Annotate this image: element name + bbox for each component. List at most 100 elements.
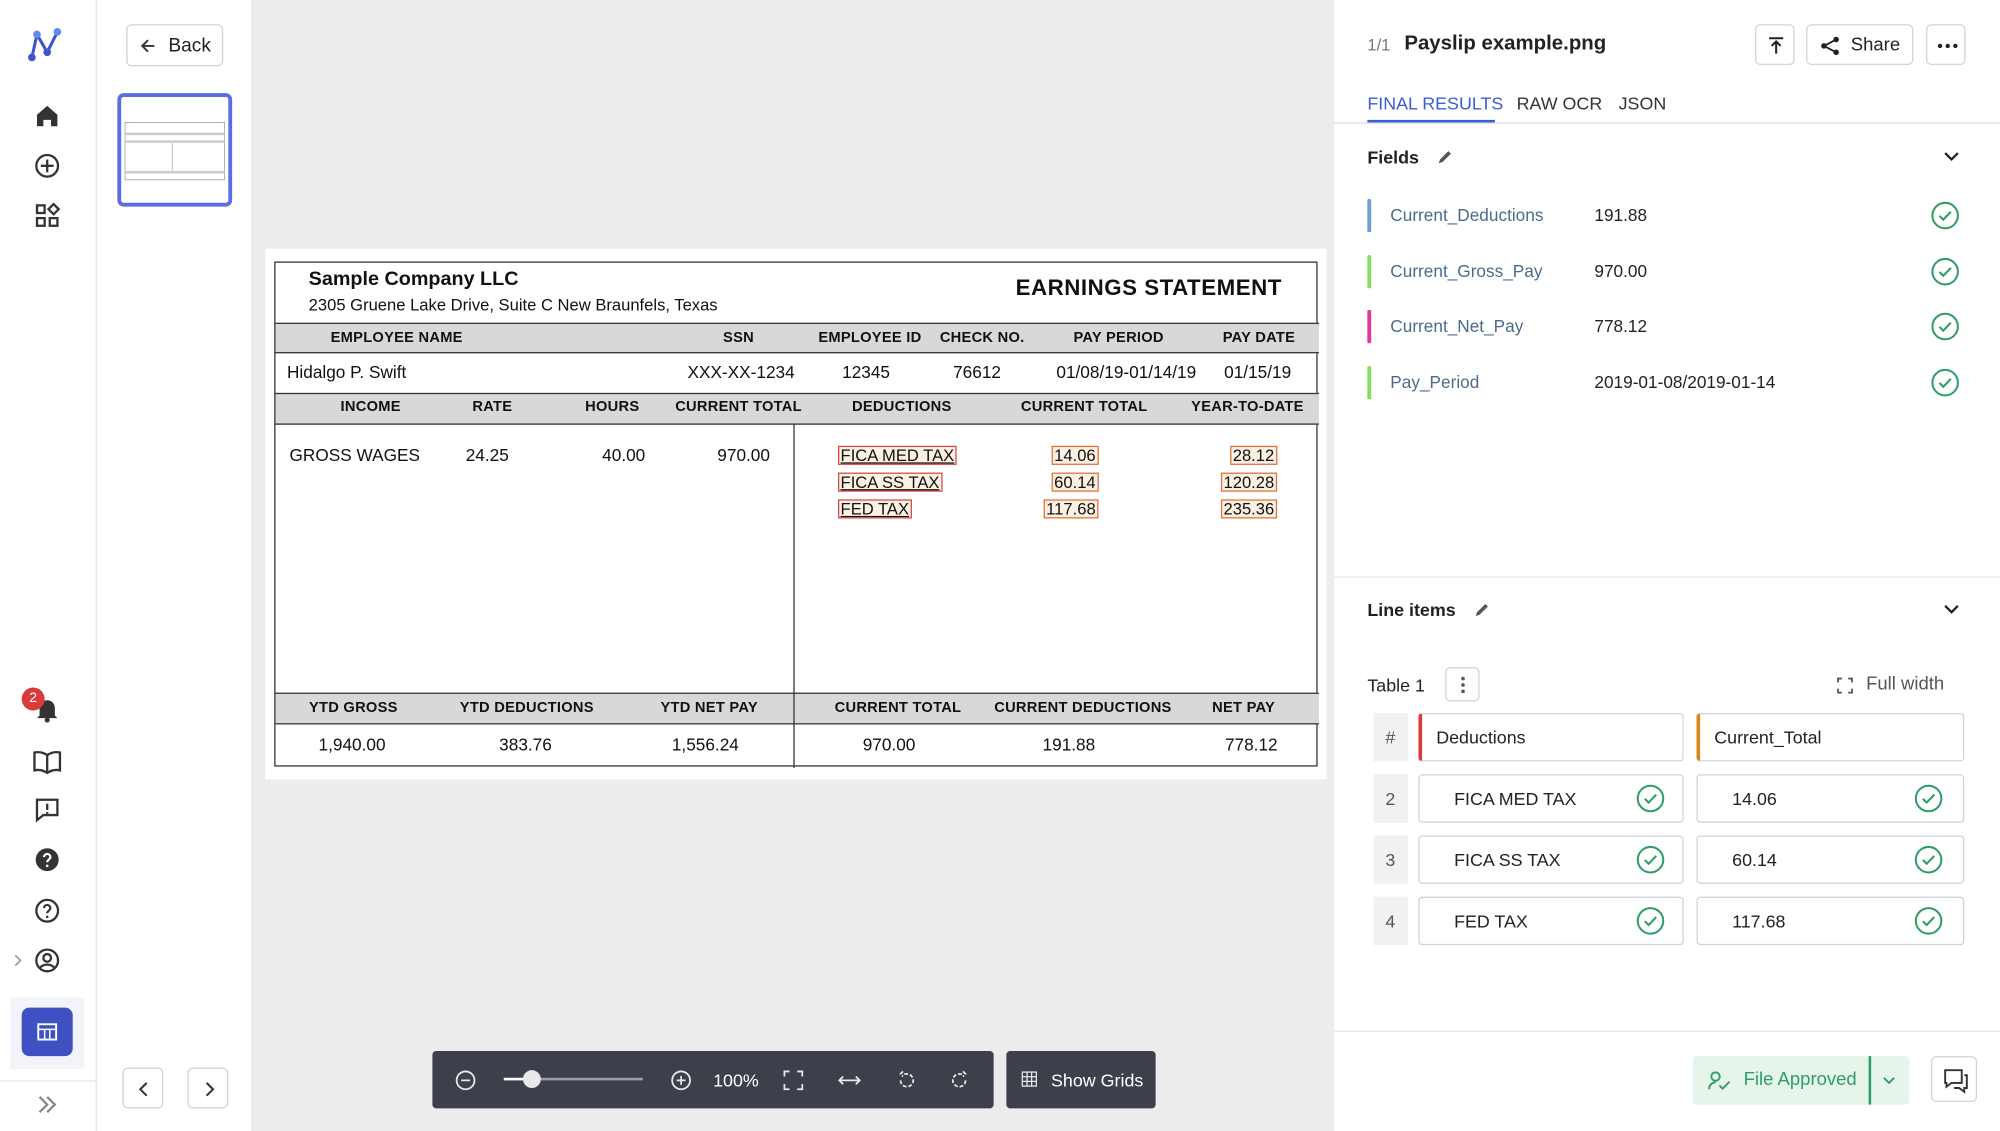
next-page-button[interactable] bbox=[187, 1067, 229, 1109]
collapse-chevron[interactable] bbox=[1944, 152, 1959, 162]
summary-value: 1,556.24 bbox=[671, 735, 739, 755]
fit-page-button[interactable] bbox=[783, 1070, 804, 1091]
rotate-right-button[interactable] bbox=[949, 1070, 969, 1090]
export-button[interactable] bbox=[1755, 24, 1795, 66]
back-label: Back bbox=[168, 35, 211, 57]
approve-dropdown[interactable] bbox=[1883, 1077, 1896, 1086]
home-icon[interactable] bbox=[34, 103, 60, 129]
check-icon-part bbox=[1914, 784, 1943, 813]
share-button[interactable]: Share bbox=[1806, 24, 1914, 66]
edit-icon-part bbox=[1475, 603, 1488, 617]
feedback-icon-part bbox=[35, 798, 59, 823]
column-header: YEAR-TO-DATE bbox=[1191, 399, 1304, 415]
kebab-icon-part bbox=[1461, 689, 1465, 694]
full-width-label[interactable]: Full width bbox=[1866, 674, 1945, 695]
line-item-cell[interactable]: 14.06 bbox=[1696, 774, 1965, 823]
kebab-icon bbox=[1461, 676, 1465, 694]
column-header: Current_Total bbox=[1714, 727, 1822, 748]
add-icon[interactable] bbox=[34, 153, 60, 179]
comments-icon-part bbox=[1944, 1069, 1963, 1089]
edit-icon[interactable] bbox=[1437, 149, 1452, 164]
check-icon bbox=[1636, 784, 1665, 813]
line-item-cell[interactable]: 117.68 bbox=[1696, 896, 1965, 946]
more-icon-part bbox=[1953, 43, 1958, 49]
check-icon-part bbox=[1644, 793, 1657, 805]
zoom-slider-track bbox=[503, 1077, 643, 1081]
zoom-in-button[interactable] bbox=[671, 1070, 691, 1091]
grid-icon-part bbox=[1021, 1071, 1037, 1087]
company-address: 2305 Gruene Lake Drive, Suite C New Brau… bbox=[308, 295, 718, 315]
support-icon-part bbox=[42, 852, 52, 863]
line-item-cell[interactable]: FICA MED TAX bbox=[1418, 774, 1684, 823]
fit-width-button[interactable] bbox=[838, 1070, 861, 1090]
deduction-current: 14.06 bbox=[1051, 445, 1099, 465]
check-icon bbox=[1914, 784, 1943, 813]
column-header: PAY DATE bbox=[1222, 330, 1296, 346]
zoom-out-button-part bbox=[455, 1070, 476, 1091]
more-icon-part bbox=[1945, 43, 1950, 49]
help-icon[interactable] bbox=[34, 898, 60, 924]
field-value: 778.12 bbox=[1594, 317, 1648, 337]
rotate-right-button-part bbox=[951, 1070, 967, 1088]
feedback-icon[interactable] bbox=[34, 797, 60, 823]
check-icon-part bbox=[1922, 793, 1936, 805]
row-index: 2 bbox=[1373, 774, 1409, 823]
back-button[interactable]: Back bbox=[126, 24, 224, 67]
thumbnail-preview bbox=[124, 122, 225, 181]
zoom-slider-knob[interactable] bbox=[522, 1070, 541, 1089]
notification-count: 2 bbox=[29, 690, 38, 706]
deduction-current: 60.14 bbox=[1051, 472, 1099, 492]
support-icon[interactable] bbox=[34, 847, 60, 873]
column-header: EMPLOYEE ID bbox=[818, 330, 922, 346]
line-item-cell[interactable]: FICA SS TAX bbox=[1418, 835, 1684, 884]
fields-title: Fields bbox=[1367, 146, 1419, 168]
logo-part bbox=[28, 53, 36, 62]
nav-divider bbox=[0, 1080, 97, 1082]
check-icon-part bbox=[1922, 855, 1936, 866]
full-width-icon[interactable] bbox=[1837, 677, 1854, 694]
employee-value: XXX-XX-1234 bbox=[687, 362, 795, 382]
support-icon-part bbox=[45, 864, 49, 868]
zoom-out-button[interactable] bbox=[455, 1070, 476, 1091]
index-header: # bbox=[1373, 713, 1409, 762]
show-grids-button[interactable]: Show Grids bbox=[1006, 1051, 1156, 1109]
apps-icon[interactable] bbox=[34, 202, 61, 229]
table-menu-button[interactable] bbox=[1445, 667, 1480, 702]
file-approved-button[interactable]: File Approved bbox=[1692, 1056, 1910, 1105]
column-header: PAY PERIOD bbox=[1073, 330, 1164, 346]
expand-chevron[interactable] bbox=[13, 954, 23, 967]
workspace-button[interactable] bbox=[10, 997, 85, 1069]
comments-button[interactable] bbox=[1931, 1056, 1978, 1103]
collapse-icon[interactable] bbox=[37, 1096, 57, 1114]
column-divider bbox=[793, 423, 796, 768]
docs-icon[interactable] bbox=[33, 749, 62, 775]
approve-dropdown-part bbox=[1883, 1077, 1895, 1085]
prev-page-button[interactable] bbox=[122, 1067, 164, 1109]
profile-icon[interactable] bbox=[34, 948, 60, 974]
document-page: Sample Company LLC 2305 Gruene Lake Drive… bbox=[265, 248, 1327, 780]
column-header: CHECK NO. bbox=[939, 330, 1025, 346]
line-item-value: 117.68 bbox=[1732, 910, 1786, 932]
line-item-cell[interactable]: 60.14 bbox=[1696, 835, 1965, 884]
rotate-left-button[interactable] bbox=[897, 1070, 917, 1090]
page-thumbnail[interactable] bbox=[117, 93, 233, 207]
check-icon bbox=[1931, 368, 1959, 397]
tab[interactable]: JSON bbox=[1618, 93, 1667, 114]
tab[interactable]: FINAL RESULTS bbox=[1367, 93, 1504, 114]
logo[interactable] bbox=[27, 27, 63, 63]
check-icon-part bbox=[1636, 784, 1665, 813]
edit-icon[interactable] bbox=[1474, 602, 1489, 617]
field-value: 970.00 bbox=[1594, 261, 1648, 281]
employee-value: 01/08/19-01/14/19 bbox=[1056, 362, 1197, 382]
add-icon-part bbox=[40, 159, 54, 173]
check-icon bbox=[1636, 845, 1665, 874]
collapse-chevron-part bbox=[1944, 605, 1959, 614]
field-name: Current_Deductions bbox=[1390, 205, 1544, 225]
collapse-chevron[interactable] bbox=[1944, 605, 1959, 615]
tabs-border bbox=[1334, 122, 2000, 124]
more-button[interactable] bbox=[1926, 24, 1966, 66]
line-item-cell[interactable]: FED TAX bbox=[1418, 896, 1684, 946]
profile-icon-part bbox=[42, 952, 53, 963]
tab[interactable]: RAW OCR bbox=[1516, 93, 1603, 114]
